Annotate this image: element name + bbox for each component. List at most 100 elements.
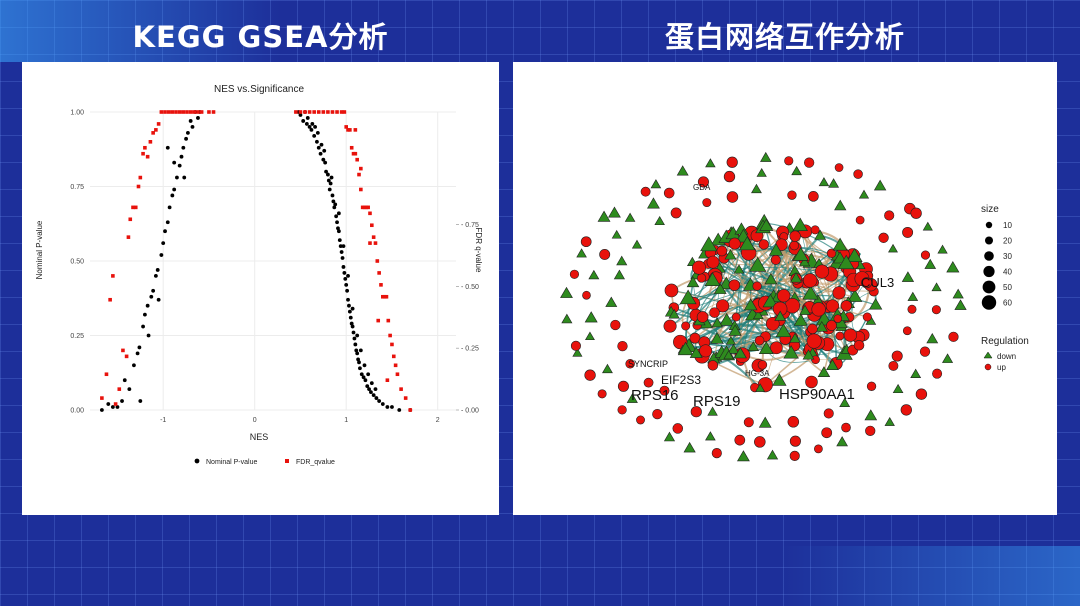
nominal-p-point: [165, 145, 170, 150]
nominal-p-point: [347, 309, 352, 314]
node-label: HSP90AA1: [779, 386, 855, 403]
legend-up-label: up: [997, 363, 1006, 372]
down-node: [793, 313, 808, 326]
x-axis-label: NES: [250, 432, 269, 442]
nominal-p-point: [362, 363, 367, 368]
down-node: [560, 286, 573, 298]
down-node: [760, 151, 772, 162]
up-node: [617, 405, 627, 415]
up-node: [862, 312, 872, 322]
up-node: [709, 307, 720, 318]
fdr-q-point: [359, 187, 363, 192]
down-node: [608, 206, 621, 218]
nominal-p-point: [346, 297, 350, 302]
down-node: [792, 217, 808, 231]
down-node: [736, 450, 750, 462]
up-node: [702, 198, 712, 208]
fdr-q-point: [199, 110, 204, 114]
up-node: [789, 230, 801, 242]
nominal-p-point: [366, 372, 371, 377]
legend-size-marker: [985, 236, 993, 245]
up-node: [659, 385, 670, 396]
up-node: [617, 340, 628, 352]
fdr-q-point: [174, 110, 178, 114]
up-node: [726, 156, 738, 168]
down-node: [616, 255, 628, 266]
nominal-p-point: [156, 297, 161, 302]
up-node: [861, 277, 873, 289]
down-node: [654, 215, 665, 226]
nominal-p-point: [323, 160, 328, 165]
fdr-q-point: [128, 217, 133, 222]
down-node: [626, 393, 638, 403]
down-node: [922, 221, 933, 231]
down-node: [728, 324, 742, 336]
down-node: [924, 258, 937, 269]
nominal-p-point: [329, 175, 334, 180]
fdr-q-point: [381, 294, 385, 299]
up-node: [699, 344, 713, 358]
nominal-p-point: [343, 276, 348, 281]
down-node: [789, 332, 801, 343]
nominal-p-point: [106, 402, 111, 406]
nominal-p-point: [333, 202, 338, 207]
up-node: [652, 408, 663, 420]
up-node: [716, 245, 728, 257]
legend-size-marker: [985, 221, 993, 229]
fdr-q-point: [131, 205, 135, 210]
down-node: [743, 298, 758, 311]
up-node: [843, 328, 858, 342]
up-node: [804, 157, 815, 168]
fdr-q-point: [379, 283, 383, 287]
y2-tick-label: - 0.50: [461, 284, 479, 291]
down-node: [719, 312, 735, 326]
nominal-p-point: [326, 178, 331, 183]
legend-size-label: 40: [1003, 268, 1012, 277]
down-node: [873, 179, 887, 191]
fdr-q-point: [344, 125, 348, 129]
nominal-p-point: [321, 157, 326, 162]
down-node: [650, 179, 662, 189]
up-node: [902, 326, 912, 336]
gsea-scatter-chart: -1 0 1 2 0.00 0.25 0.50 0.75 1.00 - 0.00 - 0.25 - 0…: [35, 84, 483, 466]
node-label: EIF2S3: [661, 373, 701, 387]
down-node: [846, 248, 863, 263]
up-node: [907, 304, 917, 314]
fdr-q-point: [368, 211, 372, 216]
network-edge: [715, 233, 732, 340]
nominal-p-point: [365, 384, 370, 389]
up-node: [636, 415, 645, 425]
down-node: [747, 341, 760, 351]
nominal-p-point: [355, 351, 360, 356]
up-node: [625, 359, 635, 369]
up-node: [841, 422, 851, 433]
nominal-p-point: [335, 220, 339, 225]
plot-area: [90, 84, 456, 416]
nominal-p-point: [385, 405, 390, 409]
nominal-p-point: [336, 229, 341, 234]
fdr-q-point: [370, 223, 374, 228]
fdr-q-point: [351, 151, 356, 156]
nominal-p-point: [345, 288, 350, 293]
up-node: [597, 389, 607, 399]
up-node: [891, 350, 903, 362]
up-node: [664, 283, 679, 298]
nominal-p-point: [330, 193, 335, 198]
nominal-p-point: [340, 256, 345, 260]
down-node: [926, 332, 939, 344]
nominal-p-point: [339, 250, 344, 254]
nominal-p-point: [336, 226, 340, 231]
down-node: [847, 289, 863, 302]
up-node: [706, 255, 720, 269]
nominal-p-point: [170, 193, 175, 198]
up-node: [826, 320, 837, 331]
down-node: [561, 313, 573, 324]
y-tick-label: 0.00: [70, 408, 84, 415]
down-node: [686, 276, 700, 288]
fdr-q-point: [326, 110, 330, 114]
down-node: [834, 199, 847, 211]
nominal-p-point: [313, 125, 317, 129]
nominal-p-point: [298, 113, 303, 117]
nominal-p-point: [307, 125, 312, 129]
